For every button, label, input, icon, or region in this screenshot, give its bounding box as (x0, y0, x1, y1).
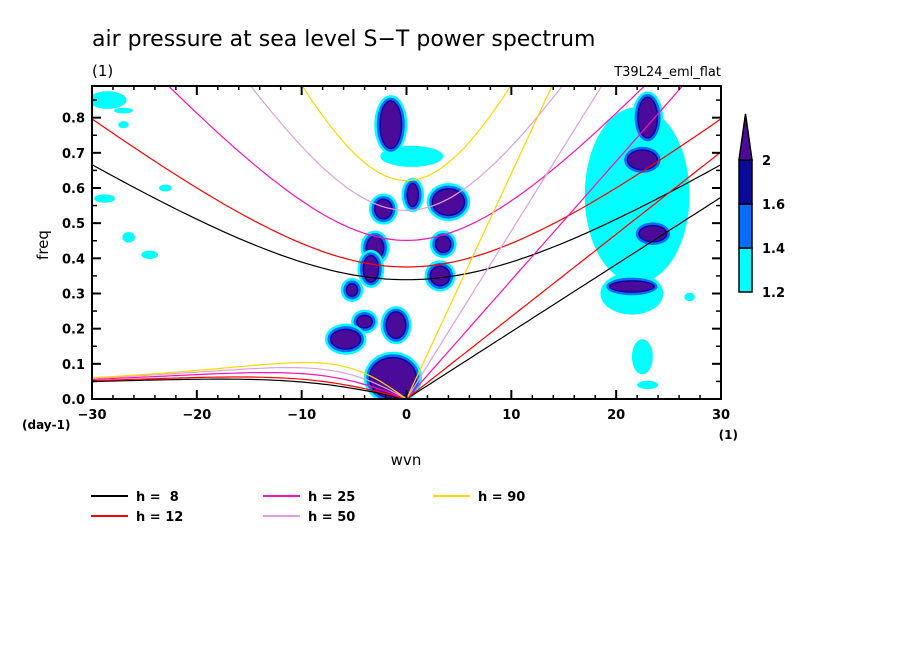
contour-patch-low (631, 339, 653, 375)
chart-subtitle-left: (1) (92, 62, 113, 80)
axis-ticks: −30 −20 −10 0 10 20 30 0.0 0.1 0.2 0.3 0.4 0.5 0.6 0.7… (62, 86, 730, 423)
legend-label: h = 8 (136, 490, 179, 505)
chart-title: air pressure at sea level S−T power spec… (92, 27, 595, 52)
colorbar-label: 1.2 (762, 286, 785, 301)
contour-level-4 (347, 284, 357, 296)
contour-level-4 (610, 281, 654, 292)
x-tick-label: 10 (502, 408, 520, 423)
rossby-wave-curve (92, 376, 407, 399)
contour-level-4 (408, 184, 418, 206)
colorbar-label: 2 (762, 154, 771, 169)
contour-patch-low (637, 380, 659, 390)
y-tick-label: 0.4 (62, 252, 85, 267)
gravity-wave-curve (92, 118, 721, 268)
colorbar-segment (738, 247, 753, 293)
x-tick-label: −30 (78, 408, 107, 423)
kelvin-wave-curve (406, 196, 721, 399)
contour-level-4 (436, 236, 451, 252)
y-tick-label: 0.5 (62, 217, 85, 232)
colorbar-label: 1.4 (762, 242, 785, 257)
contour-patch-low (141, 250, 159, 260)
x-tick-label: 20 (607, 408, 625, 423)
colorbar-label: 1.6 (762, 198, 785, 213)
contour-patch-low (122, 231, 135, 243)
contour-patch-low (118, 121, 129, 129)
contour-patch-low (114, 107, 133, 114)
gravity-wave-curve (167, 86, 646, 242)
x-axis-label: wvn (391, 451, 422, 469)
contour-level-4 (331, 330, 360, 349)
colorbar-segment (738, 203, 753, 249)
x-tick-label: 0 (402, 408, 411, 423)
contour-level-4 (363, 256, 378, 282)
rossby-wave-curve (92, 367, 407, 399)
x-unit-label: (1) (719, 428, 738, 442)
contour-level-4 (628, 150, 657, 169)
contour-level-4 (639, 226, 667, 242)
kelvin-wave-curve (406, 151, 721, 399)
contour-patch-low (159, 184, 172, 192)
legend-label: h = 50 (308, 510, 355, 525)
contour-level-4 (370, 358, 416, 398)
contour-level-4 (638, 98, 657, 138)
legend-label: h = 12 (136, 510, 183, 525)
rossby-wave-curve (92, 378, 407, 399)
contour-level-4 (387, 312, 405, 338)
colorbar: 1.2 1.4 1.6 2 (738, 113, 785, 301)
gravity-wave-curve (92, 164, 721, 281)
contour-patch-low (684, 292, 695, 302)
kelvin-wave-curve (405, 86, 603, 399)
y-tick-label: 0.0 (62, 393, 85, 408)
colorbar-segment (738, 159, 753, 205)
rossby-wave-curve (92, 372, 407, 399)
kelvin-wave-curve (405, 86, 553, 399)
y-tick-label: 0.7 (62, 147, 85, 162)
contour-fills (92, 91, 695, 399)
x-tick-label: 30 (712, 408, 730, 423)
plot-area (92, 86, 721, 399)
chart-subtitle-right: T39L24_eml_flat (613, 65, 721, 80)
contour-level-4 (380, 101, 401, 148)
y-unit-label: (day-1) (22, 418, 70, 432)
rossby-wave-curve (92, 362, 407, 399)
y-tick-label: 0.1 (62, 358, 85, 373)
y-tick-label: 0.3 (62, 287, 85, 302)
gravity-wave-curve (250, 86, 564, 212)
colorbar-extend-max (738, 113, 753, 161)
x-tick-label: −10 (287, 408, 316, 423)
contour-level-4 (375, 200, 392, 219)
contour-patch-low (94, 194, 116, 203)
contour-patch-low (92, 91, 127, 109)
contour-level-4 (357, 316, 372, 328)
contour-level-4 (431, 266, 450, 285)
kelvin-wave-curve (406, 86, 684, 399)
y-tick-label: 0.2 (62, 323, 85, 338)
legend-label: h = 25 (308, 490, 355, 505)
y-tick-label: 0.6 (62, 182, 85, 197)
y-tick-label: 0.8 (62, 112, 85, 127)
dispersion-curves (92, 86, 721, 399)
legend-label: h = 90 (478, 490, 525, 505)
y-axis-label: freq (34, 230, 52, 260)
x-tick-label: −20 (182, 408, 211, 423)
legend: h = 8 h = 12 h = 25 h = 50 h = 90 (91, 490, 525, 525)
contour-level-4 (433, 189, 464, 215)
gravity-wave-curve (301, 86, 512, 182)
